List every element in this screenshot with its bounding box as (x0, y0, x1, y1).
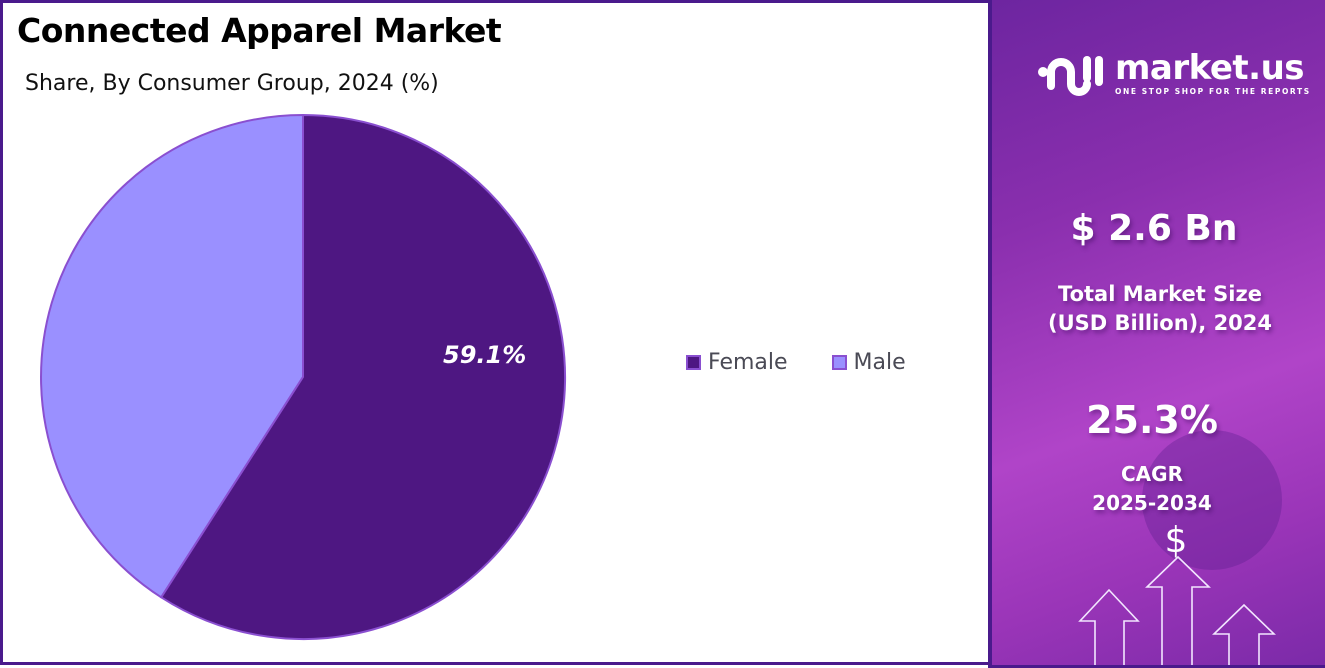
cagr-label: CAGR 2025-2034 (992, 460, 1320, 518)
brand-tagline: ONE STOP SHOP FOR THE REPORTS (1115, 86, 1311, 96)
chart-subtitle: Share, By Consumer Group, 2024 (%) (25, 71, 439, 96)
chart-title: Connected Apparel Market (17, 11, 502, 50)
cagr-label-line1: CAGR (1121, 462, 1183, 486)
market-size-label-line2: (USD Billion), 2024 (1047, 311, 1273, 335)
brand-name: market.us (1115, 47, 1305, 88)
growth-arrows-icon: $ (1078, 520, 1276, 665)
legend-label-male: Male (853, 350, 906, 375)
legend-item-male[interactable]: Male (831, 350, 906, 375)
stats-sidebar: market.us ONE STOP SHOP FOR THE REPORTS … (988, 0, 1325, 668)
legend-item-female[interactable]: Female (686, 350, 788, 375)
legend-label-female: Female (708, 350, 788, 375)
brand-logo[interactable]: market.us ONE STOP SHOP FOR THE REPORTS (1037, 48, 1311, 98)
female-slice-label: 59.1% (443, 341, 527, 369)
legend-swatch-female (686, 355, 701, 370)
pie-chart (40, 113, 567, 640)
market-size-label: Total Market Size (USD Billion), 2024 (992, 280, 1325, 338)
legend-swatch-male (831, 355, 847, 370)
cagr-value: 25.3% (1086, 398, 1218, 442)
market-size-value: $ 2.6 Bn (1070, 208, 1238, 249)
chart-legend: Female Male (686, 350, 906, 375)
market-us-logo-icon (1038, 56, 1103, 96)
pie-slice-female[interactable] (159, 113, 567, 640)
pie-slice-male[interactable] (40, 113, 304, 599)
chart-panel: Connected Apparel Market Share, By Consu… (3, 3, 988, 665)
cagr-label-line2: 2025-2034 (1092, 491, 1212, 515)
dollar-icon: $ (1165, 520, 1188, 561)
market-size-label-line1: Total Market Size (1058, 282, 1262, 306)
